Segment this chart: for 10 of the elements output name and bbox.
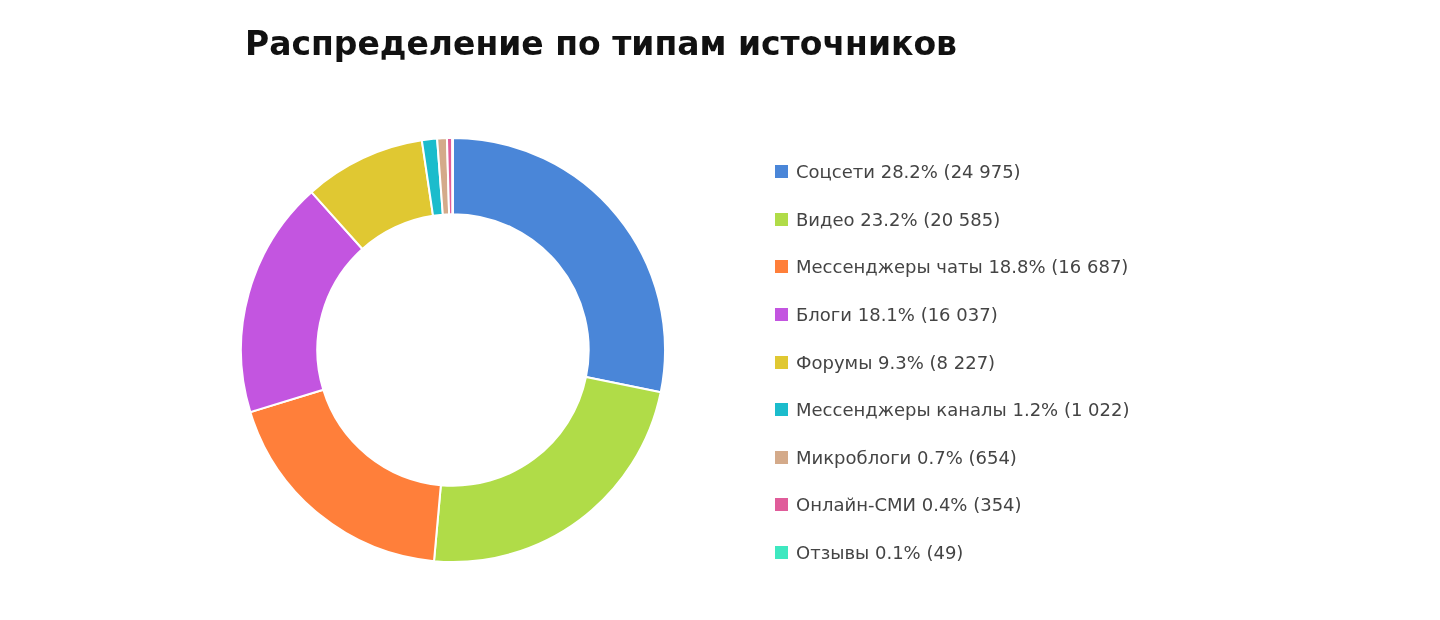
legend-label: Видео 23.2% (20 585) (796, 208, 1001, 230)
legend-label: Мессенджеры чаты 18.8% (16 687) (796, 256, 1129, 278)
legend-label: Блоги 18.1% (16 037) (796, 304, 998, 326)
legend-label: Микроблоги 0.7% (654) (796, 446, 1017, 468)
chart-title: Распределение по типам источников (245, 24, 957, 63)
legend-label: Соцсети 28.2% (24 975) (796, 161, 1021, 183)
legend-label: Отзывы 0.1% (49) (796, 542, 964, 564)
legend-label: Форумы 9.3% (8 227) (796, 351, 996, 373)
legend-label: Онлайн-СМИ 0.4% (354) (796, 494, 1022, 516)
legend-label: Мессенджеры каналы 1.2% (1 022) (796, 399, 1130, 421)
